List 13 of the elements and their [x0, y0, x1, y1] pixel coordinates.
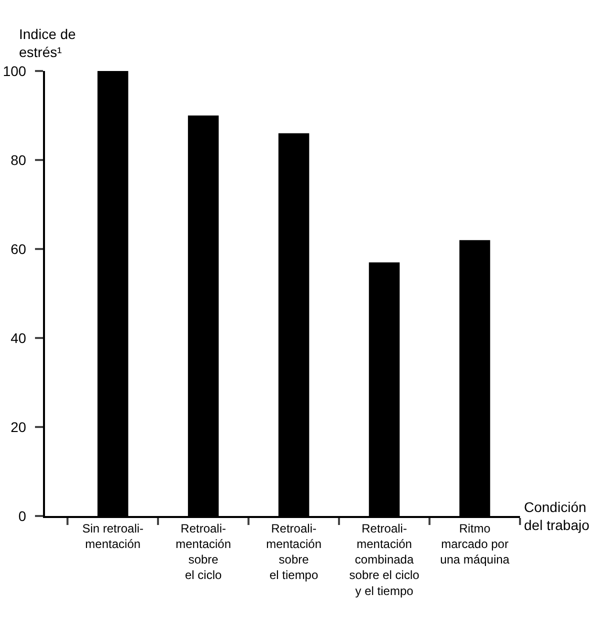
y-tick-label: 40	[10, 330, 26, 346]
y-axis-title: Indice de estrés¹	[19, 26, 76, 60]
y-tick-label: 0	[18, 508, 26, 524]
x-tick-label: Sin retroali- mentación	[82, 521, 144, 551]
x-tick-label: Retroali- mentación sobre el ciclo	[176, 521, 232, 582]
y-tick-label: 80	[10, 152, 26, 168]
y-tick-label: 60	[10, 240, 26, 257]
x-tick-label: Retroali- mentación combinada sobre el ciclo y el tiempo	[349, 521, 420, 598]
x-tick-label: Ritmo marcado por una máquina	[440, 521, 510, 567]
y-tick-label: 20	[10, 418, 26, 435]
x-tick-label: Retroali- mentación sobre el tiempo	[266, 521, 322, 582]
x-axis-title: Condición del trabajo	[524, 499, 590, 534]
y-tick-label: 100	[2, 62, 26, 79]
